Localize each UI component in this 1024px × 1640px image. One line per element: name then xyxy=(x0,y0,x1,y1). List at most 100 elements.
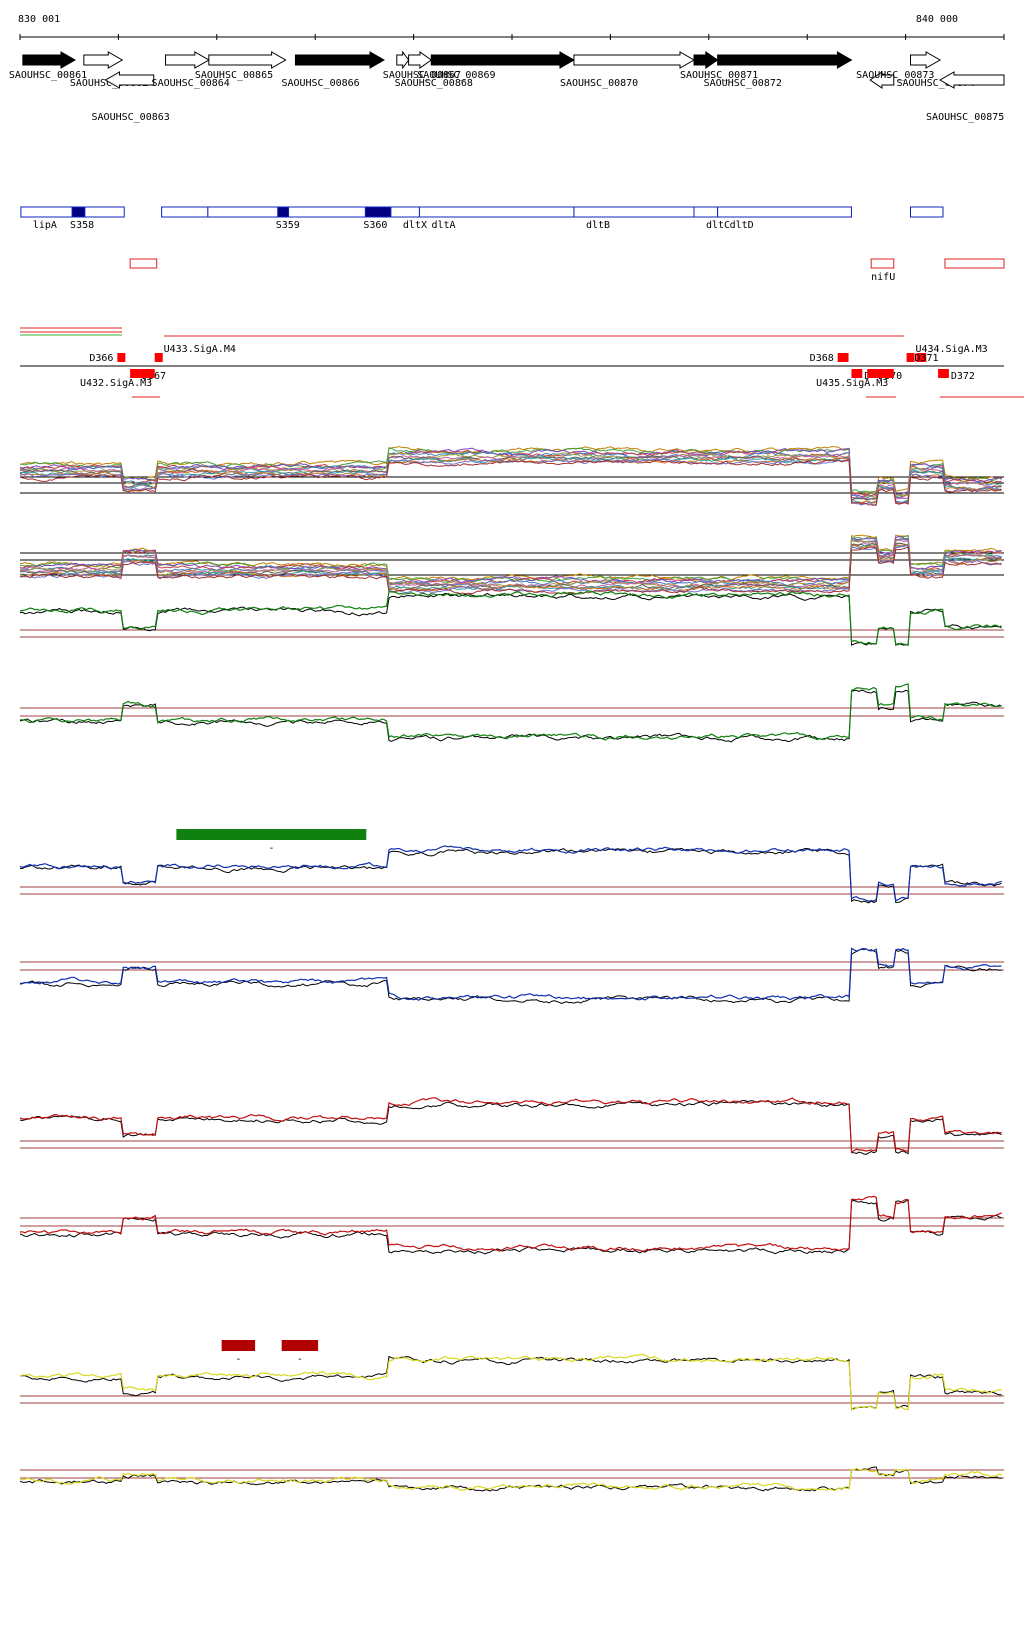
gene-arrow[interactable] xyxy=(869,71,895,89)
gene-label: SAOUHSC_00873 xyxy=(856,70,934,81)
segment-bar[interactable] xyxy=(221,1340,256,1351)
operon-box[interactable] xyxy=(71,206,86,218)
operon-box[interactable] xyxy=(418,206,575,218)
operon-label: S358 xyxy=(70,220,94,231)
tu-marker[interactable] xyxy=(938,369,949,378)
gene-arrow[interactable] xyxy=(22,51,77,69)
gene-label: SAOUHSC_00867 xyxy=(383,70,461,81)
expression-track xyxy=(19,1097,1004,1155)
gene-arrow[interactable] xyxy=(165,51,210,69)
tu-marker[interactable] xyxy=(851,369,863,378)
tu-marker[interactable] xyxy=(117,353,126,362)
gene-label: SAOUHSC_00870 xyxy=(560,78,638,89)
expression-track xyxy=(19,947,1004,1004)
operon-label: dltC xyxy=(706,220,730,231)
feature-box[interactable] xyxy=(944,258,1005,269)
gene-label: SAOUHSC_00872 xyxy=(704,78,782,89)
feature-box[interactable] xyxy=(870,258,895,269)
signal-line xyxy=(19,546,1002,595)
operon-box[interactable] xyxy=(717,206,852,218)
gene-label: SAOUHSC_00875 xyxy=(926,112,1004,123)
tu-label: D366 xyxy=(89,353,113,364)
operon-box[interactable] xyxy=(161,206,209,218)
feature-box[interactable] xyxy=(129,258,158,269)
gene-arrow[interactable] xyxy=(717,51,853,69)
gene-arrow[interactable] xyxy=(693,51,719,69)
tu-marker[interactable] xyxy=(837,353,849,362)
gene-arrow[interactable] xyxy=(408,51,433,69)
operon-label: dltA xyxy=(431,220,455,231)
signal-line xyxy=(19,1099,1002,1155)
tu-marker[interactable] xyxy=(154,353,163,362)
tu-marker[interactable] xyxy=(130,369,140,378)
tu-marker[interactable] xyxy=(916,353,927,362)
segment-bar[interactable] xyxy=(281,1340,319,1351)
gene-label: SAOUHSC_00874 xyxy=(897,78,975,89)
operon-label: S360 xyxy=(363,220,387,231)
gene-arrow[interactable] xyxy=(430,51,575,69)
segment-bar[interactable] xyxy=(176,829,367,840)
expression-track xyxy=(19,1466,1004,1492)
signal-line xyxy=(19,948,1002,1004)
signal-line xyxy=(19,1097,1002,1154)
tu-marker[interactable] xyxy=(867,369,877,378)
gene-arrow[interactable] xyxy=(573,51,696,69)
tu-marker[interactable] xyxy=(139,369,155,378)
signal-line xyxy=(19,1467,1002,1492)
operon-label: S359 xyxy=(276,220,300,231)
tu-label: U434.SigA.M3 xyxy=(915,344,987,355)
transcription-unit-track: D366D367U432.SigA.M3U433.SigA.M4D368DD37… xyxy=(20,327,1024,398)
signal-line xyxy=(19,947,1002,1001)
segment-bar-label: - xyxy=(297,1354,303,1365)
signal-line xyxy=(19,689,1002,743)
signal-line xyxy=(19,1355,1002,1411)
gene-label: SAOUHSC_00869 xyxy=(417,70,495,81)
scale-ruler: 830 001 840 000 xyxy=(18,14,1005,40)
signal-line xyxy=(19,847,1002,904)
operon-label: dltB xyxy=(586,220,610,231)
gene-label: SAOUHSC_00864 xyxy=(152,78,230,89)
gene-label: SAOUHSC_00865 xyxy=(195,70,273,81)
gene-arrow[interactable] xyxy=(208,51,287,69)
operon-box[interactable] xyxy=(364,206,392,218)
signal-line xyxy=(19,590,1002,647)
signal-line xyxy=(19,845,1002,902)
operon-label: dltD xyxy=(730,220,754,231)
expression-tracks xyxy=(19,445,1004,1492)
operon-box[interactable] xyxy=(390,206,420,218)
tu-label: D368 xyxy=(810,353,834,364)
tu-label: U432.SigA.M3 xyxy=(80,378,152,389)
gene-arrow[interactable] xyxy=(83,51,124,69)
operon-box[interactable] xyxy=(910,206,944,218)
operon-box[interactable] xyxy=(573,206,695,218)
signal-line xyxy=(19,538,1002,586)
operon-track: lipA S358 S359 S360 dltX dltA dltB dltC dltD xyxy=(20,206,944,231)
gene-arrow[interactable] xyxy=(294,51,386,69)
signal-line xyxy=(19,459,1002,506)
expression-track xyxy=(19,683,1004,743)
signal-line xyxy=(19,536,1002,585)
operon-box[interactable] xyxy=(693,206,719,218)
feature-label: nifU xyxy=(871,272,895,283)
operon-label: dltX xyxy=(403,220,427,231)
signal-line xyxy=(19,1199,1002,1255)
gene-arrow[interactable] xyxy=(104,71,155,89)
expression-track xyxy=(19,1195,1004,1255)
gene-arrow[interactable] xyxy=(910,51,942,69)
tu-label: U435.SigA.M3 xyxy=(816,378,888,389)
gene-label: SAOUHSC_00861 xyxy=(9,70,87,81)
signal-line xyxy=(19,451,1002,500)
signal-line xyxy=(19,447,1002,498)
expression-track xyxy=(19,590,1004,647)
signal-line xyxy=(19,683,1002,741)
tu-marker[interactable] xyxy=(876,369,894,378)
tu-marker[interactable] xyxy=(906,353,915,362)
signal-line xyxy=(20,543,1002,592)
gene-arrow[interactable] xyxy=(396,50,410,70)
feature-red-track: nifU xyxy=(129,258,1005,283)
operon-label: lipA xyxy=(33,220,57,231)
operon-box[interactable] xyxy=(277,206,290,218)
gene-arrow[interactable] xyxy=(939,71,1005,89)
